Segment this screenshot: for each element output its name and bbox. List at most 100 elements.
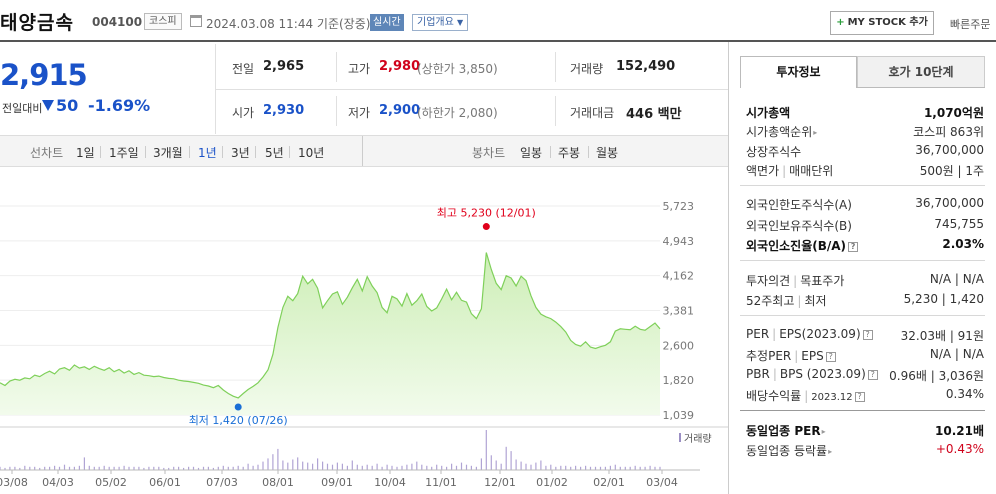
period-tab-1w[interactable]: 1주일: [109, 146, 139, 160]
tab-investment-info[interactable]: 투자정보: [740, 56, 857, 88]
sector-per-value: 10.21배: [935, 424, 984, 438]
high-label: 고가: [348, 62, 371, 76]
dividend-value: 0.34%: [945, 387, 984, 401]
help-icon[interactable]: ?: [825, 351, 836, 362]
add-mystock-button[interactable]: + MY STOCK 추가: [830, 11, 934, 35]
period-tab-1y[interactable]: 1년: [198, 146, 217, 160]
quote-row-divider: [215, 89, 728, 90]
volume-bar: [103, 465, 105, 470]
tab-divider: [222, 146, 223, 158]
x-tick-label: 08/01: [262, 476, 294, 489]
low-marker: [234, 403, 242, 411]
volume-bar: [609, 465, 611, 470]
period-tab-1d[interactable]: 1일: [76, 146, 95, 160]
volume-bar: [644, 466, 646, 470]
par-label: 액면가: [746, 164, 780, 178]
volume-bar: [565, 465, 567, 470]
foreign-limit-value: 36,700,000: [915, 196, 984, 210]
week52-value: 5,230 | 1,420: [903, 292, 984, 306]
volume-bar: [297, 457, 299, 470]
volume-bar: [262, 461, 264, 470]
help-icon[interactable]: ?: [862, 329, 873, 340]
volume-bar: [406, 464, 408, 470]
volume-bar: [58, 466, 61, 470]
volume-bar: [78, 465, 80, 470]
price-chart[interactable]: 5,723 4,943 4,162 3,381 2,600 1,820 1,039 03/0…: [0, 168, 728, 494]
tab-divider: [100, 146, 101, 158]
period-tab-3y[interactable]: 3년: [231, 146, 250, 160]
separator: |: [804, 389, 809, 403]
quick-order-link[interactable]: 빠른주문: [950, 18, 991, 31]
est-per-eps-value: N/A | N/A: [929, 347, 984, 361]
volume-bar: [475, 466, 477, 470]
volume-bar: [500, 463, 502, 470]
chevron-right-icon[interactable]: ▸: [813, 128, 818, 137]
volume-bar: [207, 466, 209, 470]
x-tick-label: 04/03: [42, 476, 74, 489]
amount-label: 거래대금: [570, 106, 615, 120]
company-overview-button[interactable]: 기업개요 ▼: [412, 14, 469, 31]
volume-bar: [495, 460, 497, 470]
volume-bar: [411, 463, 413, 470]
volume-bar: [580, 466, 582, 470]
volume-bar: [133, 466, 135, 470]
volume-bar: [336, 462, 338, 470]
x-tick-label: 03/08: [0, 476, 28, 489]
section-divider: [740, 315, 985, 316]
volume-bar: [113, 466, 115, 470]
help-icon[interactable]: ?: [867, 369, 878, 380]
volume-bar: [173, 466, 175, 470]
volume-bar: [356, 464, 358, 470]
open-label: 시가: [232, 106, 255, 120]
volume-bar: [153, 466, 155, 470]
volume-bar: [128, 466, 130, 470]
volume-bar: [386, 464, 388, 470]
x-tick-label: 07/03: [206, 476, 238, 489]
low-annotation: 최저 1,420 (07/26): [189, 414, 288, 427]
down-arrow-icon: [42, 100, 54, 111]
volume-bar: [183, 467, 185, 470]
sector-per-label: 동일업종 PER▸: [746, 422, 826, 439]
volume-bar: [426, 465, 428, 470]
help-icon[interactable]: ?: [854, 391, 865, 402]
x-tick-label: 03/04: [646, 476, 678, 489]
upper-limit: (상한가 3,850): [417, 62, 498, 76]
period-tab-3m[interactable]: 3개월: [153, 146, 183, 160]
market-cap-rank-value: 코스피 863위: [913, 125, 984, 139]
volume-bar: [515, 459, 517, 470]
separator: |: [797, 294, 802, 308]
volume-bar: [649, 465, 651, 470]
candle-tab-daily[interactable]: 일봉: [520, 146, 543, 160]
separator: |: [772, 367, 777, 381]
volume-bar: [366, 464, 368, 470]
candle-tab-weekly[interactable]: 주봉: [558, 146, 581, 160]
volume-bar: [0, 466, 1, 470]
help-icon[interactable]: ?: [848, 241, 859, 252]
candle-tab-monthly[interactable]: 월봉: [596, 146, 619, 160]
x-tick-label: 01/02: [536, 476, 568, 489]
volume-bar: [614, 464, 616, 470]
quote-divider: [555, 96, 556, 126]
sector-change-value: +0.43%: [935, 442, 984, 456]
volume-bar: [460, 462, 463, 470]
volume-bar: [34, 466, 36, 470]
amount-value: 446 백만: [626, 107, 682, 122]
stock-name: 태양금속: [0, 12, 74, 34]
tab-orderbook-10[interactable]: 호가 10단계: [857, 56, 985, 88]
volume-bar: [570, 466, 572, 470]
opinion-target-label: 투자의견 | 목표주가: [746, 272, 844, 289]
low-label: 저가: [348, 106, 371, 120]
volume-bar: [525, 463, 527, 470]
chevron-right-icon[interactable]: ▸: [828, 447, 833, 456]
period-tab-5y[interactable]: 5년: [265, 146, 284, 160]
realtime-badge[interactable]: 실시간: [370, 14, 404, 31]
volume-bar: [54, 465, 56, 470]
volume-bar: [331, 464, 334, 470]
x-tick-label: 02/01: [593, 476, 625, 489]
tab-underline: [857, 87, 985, 88]
chevron-right-icon[interactable]: ▸: [821, 427, 826, 436]
volume-bar: [49, 466, 51, 470]
volume-bar: [505, 446, 507, 470]
volume-label: 거래량: [570, 62, 604, 76]
period-tab-10y[interactable]: 10년: [298, 146, 325, 160]
